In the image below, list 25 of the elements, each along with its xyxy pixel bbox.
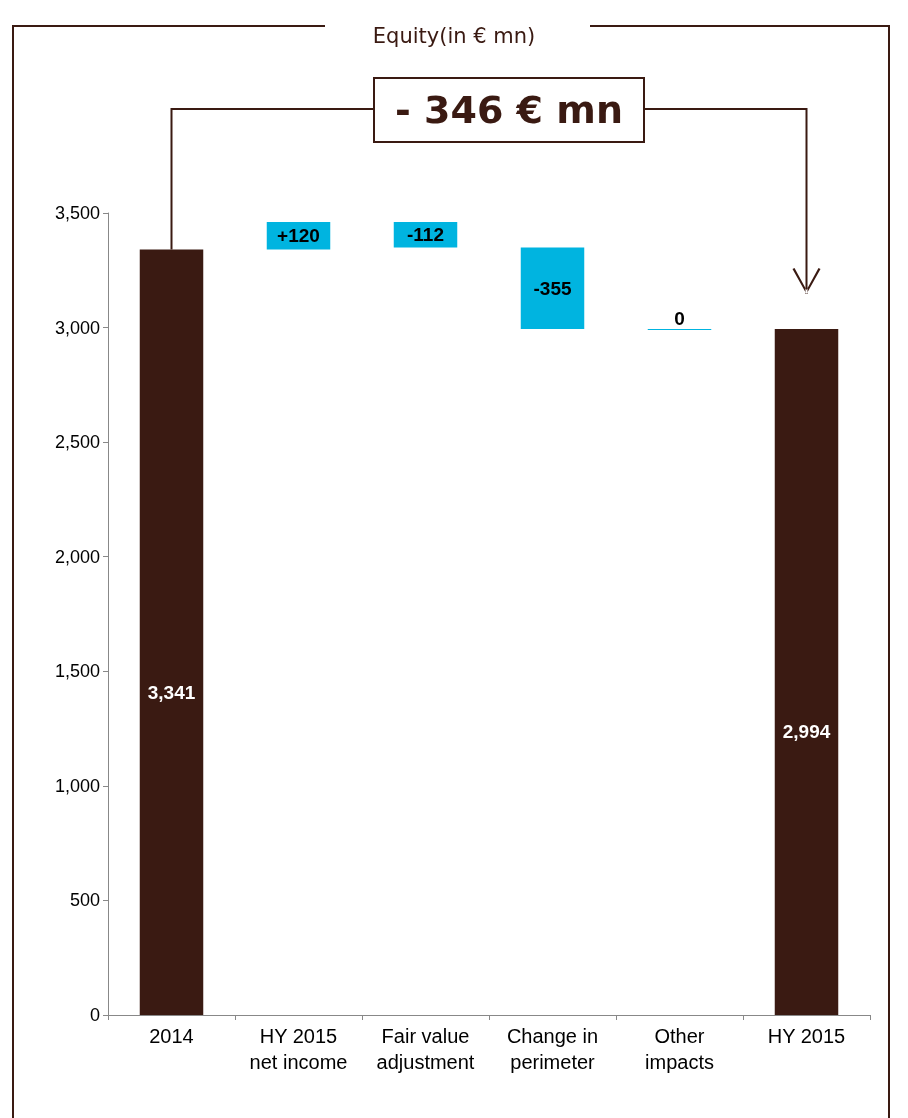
x-tick-label: 2014 [149,1025,194,1047]
chart-title: Equity(in € mn) [372,23,536,48]
x-tick-label: Fair value adjustment [376,1025,475,1073]
y-tick-label: 3,000 [54,317,100,338]
bar [139,249,204,1015]
y-tick-label: 3,500 [54,203,100,223]
bar [774,328,839,1015]
y-tick-label: 2,000 [54,546,100,567]
data-label: +120 [277,225,320,247]
data-label: 0 [674,308,685,330]
data-label: 3,341 [147,681,196,703]
y-tick-label: 1,500 [54,661,100,682]
y-tick-label: 2,500 [54,432,100,453]
data-label: 2,994 [782,721,831,743]
data-label: -355 [533,277,572,299]
y-tick-label: 1,000 [54,775,100,796]
x-tick-label: HY 2015 [767,1025,846,1047]
x-tick-label: Change in perimeter [506,1025,599,1073]
data-label: -112 [407,224,444,246]
y-tick-label: 0 [89,1005,100,1025]
bar [520,247,585,329]
x-tick-label: HY 2015 net income [249,1025,348,1073]
y-tick-label: 500 [69,890,100,911]
text: - 346 € mn [395,88,623,132]
x-tick-label: Other impacts [645,1025,714,1073]
